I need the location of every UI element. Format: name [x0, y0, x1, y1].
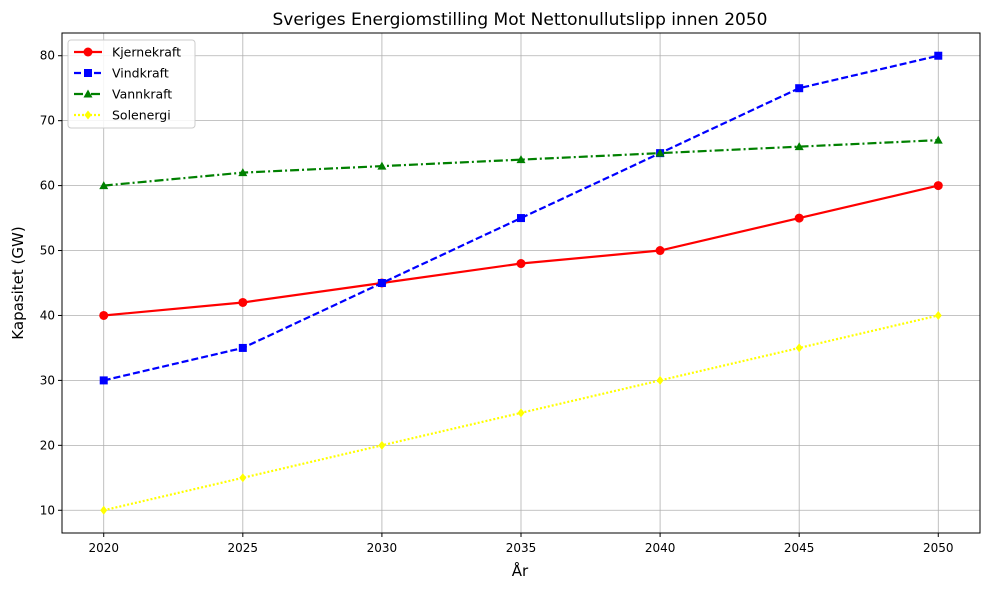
x-tick-label: 2020 [88, 541, 119, 555]
square-marker [795, 84, 804, 93]
x-tick-label: 2035 [506, 541, 537, 555]
square-marker [238, 343, 247, 352]
chart-title: Sveriges Energiomstilling Mot Nettonullu… [272, 10, 767, 30]
circle-marker [655, 246, 665, 256]
y-axis-label: Kapasitet (GW) [9, 226, 27, 339]
circle-marker [83, 47, 93, 57]
square-marker [517, 214, 525, 223]
triangle-marker [794, 142, 804, 151]
y-tick-label: 50 [40, 244, 55, 258]
y-tick-label: 20 [40, 438, 55, 452]
grid [62, 33, 980, 533]
x-tick-label: 2045 [784, 541, 815, 555]
circle-marker [238, 297, 248, 307]
x-tick-label: 2025 [228, 541, 259, 555]
triangle-marker [99, 181, 109, 190]
diamond-marker [795, 343, 803, 353]
series-solenergi [100, 310, 942, 515]
circle-marker [933, 181, 943, 191]
circle-marker [99, 310, 109, 320]
square-marker [84, 69, 92, 77]
diamond-marker [656, 375, 664, 385]
diamond-marker [517, 408, 525, 418]
y-tick-label: 40 [40, 308, 55, 322]
x-tick-label: 2040 [645, 541, 676, 555]
triangle-marker [377, 161, 387, 170]
legend-label: Vindkraft [112, 66, 169, 81]
legend: Kjernekraft Vindkraft Vannkraft Solenergi [67, 39, 196, 129]
legend-label: Solenergi [112, 108, 171, 123]
square-marker [934, 51, 943, 60]
y-tick-label: 80 [40, 49, 55, 63]
diamond-marker [934, 310, 942, 320]
triangle-marker [83, 89, 93, 98]
x-axis-label: År [512, 561, 529, 580]
series-group [99, 51, 943, 515]
triangle-marker [516, 155, 526, 164]
triangle-marker [238, 168, 248, 177]
triangle-marker [933, 135, 943, 144]
diamond-marker [239, 473, 247, 483]
legend-label: Vannkraft [112, 87, 172, 102]
series-vannkraft [99, 135, 943, 190]
x-tick-label: 2030 [367, 541, 398, 555]
square-marker [377, 279, 386, 287]
circle-marker [516, 259, 526, 269]
diamond-marker [100, 505, 108, 515]
y-tick-label: 70 [40, 114, 55, 128]
ticks: 2020 2025 2030 2035 2040 2045 2050102030405060… [40, 49, 954, 555]
square-marker [99, 376, 108, 385]
triangle-marker [655, 148, 665, 157]
circle-marker [794, 213, 804, 223]
diamond-marker [84, 110, 92, 120]
x-tick-label: 2050 [923, 541, 954, 555]
y-tick-label: 10 [40, 503, 55, 517]
legend-label: Kjernekraft [112, 45, 181, 60]
y-tick-label: 60 [40, 179, 55, 193]
diamond-marker [378, 440, 386, 450]
legend-box [67, 39, 196, 129]
y-tick-label: 30 [40, 373, 55, 387]
series-kjernekraft [99, 181, 943, 320]
